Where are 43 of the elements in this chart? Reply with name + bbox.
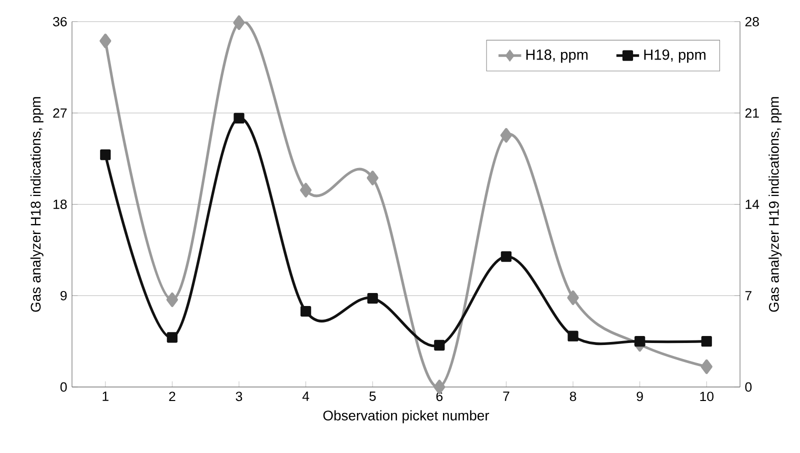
point (300, 182, 312, 198)
x-tick-label: 7 (503, 392, 510, 401)
point (166, 292, 178, 308)
x-tick-label: 5 (369, 392, 376, 401)
point (166, 332, 178, 343)
legend-label: H19, ppm (644, 50, 706, 63)
x-tick-label: 9 (636, 392, 643, 402)
point (567, 290, 579, 305)
point (367, 292, 378, 304)
x-axis-title: Observation picket number (323, 410, 490, 424)
y2-tick-label: 28 (745, 16, 759, 26)
y-tick-label: 36 (53, 16, 67, 26)
y-tick-label: 18 (54, 200, 67, 210)
point (233, 15, 245, 30)
point (100, 149, 111, 160)
y-axis-title: Gas analyzer H18 indications, ppm (30, 97, 44, 312)
y-tick-label: 9 (60, 290, 67, 300)
y2-tick-label: 7 (745, 291, 752, 300)
x-tick-label: 1 (102, 392, 108, 401)
y2-tick-label: 21 (745, 108, 759, 118)
point (434, 340, 445, 351)
legend-label: H18, ppm (526, 50, 588, 63)
point (434, 380, 446, 394)
x-tick-label: 2 (169, 392, 176, 401)
y2-tick-label: 14 (746, 200, 760, 209)
point (366, 170, 378, 186)
point (234, 112, 244, 124)
point (568, 330, 578, 342)
y-tick-label: 27 (53, 108, 67, 118)
point (300, 306, 312, 317)
y2-axis-title: Gas analyzer H19 indications, ppm (768, 97, 782, 312)
x-tick-label: 8 (570, 392, 576, 402)
point (500, 128, 512, 143)
y-tick-label: 0 (60, 382, 67, 392)
point (700, 359, 712, 374)
x-tick-label: 10 (700, 392, 714, 402)
point (634, 336, 646, 347)
x-tick-label: 3 (236, 392, 242, 402)
y2-tick-label: 0 (745, 382, 752, 392)
point (701, 336, 712, 347)
x-tick-label: 4 (302, 392, 310, 401)
point (100, 34, 112, 48)
point (500, 251, 512, 262)
